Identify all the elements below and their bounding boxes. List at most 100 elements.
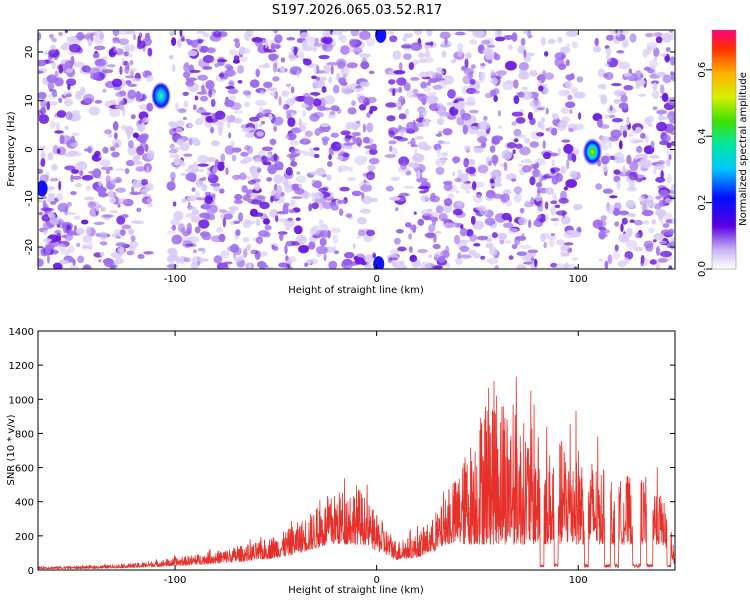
speckle bbox=[93, 36, 104, 45]
spectrogram-y-ticks: -20 -10 0 10 20 bbox=[24, 46, 675, 255]
speckle bbox=[348, 38, 358, 47]
speckle bbox=[40, 207, 52, 212]
speckle bbox=[242, 236, 250, 243]
speckle bbox=[610, 129, 622, 138]
speckle bbox=[205, 80, 215, 90]
speckle bbox=[490, 69, 495, 75]
speckle bbox=[528, 34, 533, 38]
speckle bbox=[635, 70, 642, 80]
speckle bbox=[399, 192, 410, 197]
speckle bbox=[195, 117, 204, 126]
speckle bbox=[92, 53, 100, 59]
speckle bbox=[569, 109, 573, 114]
snr-frame bbox=[37, 330, 676, 571]
speckle bbox=[385, 102, 397, 108]
speckle bbox=[424, 232, 437, 238]
speckle bbox=[667, 110, 675, 121]
speckle bbox=[58, 31, 63, 37]
speckle bbox=[412, 224, 417, 233]
speckle bbox=[127, 145, 137, 156]
speckle bbox=[267, 87, 277, 92]
speckle bbox=[250, 199, 263, 205]
speckle bbox=[284, 176, 289, 186]
speckle bbox=[464, 58, 469, 69]
speckle bbox=[642, 48, 648, 58]
speckle bbox=[502, 222, 514, 228]
speckle bbox=[185, 172, 197, 182]
speckle bbox=[49, 33, 54, 39]
speckle bbox=[561, 139, 571, 143]
speckle bbox=[66, 36, 79, 43]
speckle bbox=[171, 224, 177, 231]
speckle bbox=[258, 230, 270, 238]
speckle bbox=[191, 187, 196, 192]
speckle bbox=[453, 102, 466, 110]
speckle bbox=[247, 145, 254, 155]
speckle bbox=[661, 92, 669, 102]
speckle bbox=[289, 140, 300, 146]
speckle bbox=[224, 210, 236, 215]
speckle bbox=[313, 68, 317, 74]
speckle bbox=[67, 150, 79, 154]
speckle bbox=[442, 203, 453, 213]
speckle bbox=[636, 145, 643, 153]
speckle bbox=[241, 185, 248, 193]
speckle bbox=[238, 212, 244, 222]
speckle bbox=[314, 197, 327, 204]
speckle bbox=[111, 151, 120, 158]
speckle bbox=[447, 89, 456, 99]
speckle bbox=[425, 56, 434, 64]
speckle bbox=[212, 166, 218, 174]
speckle bbox=[413, 126, 419, 132]
speckle bbox=[217, 126, 223, 136]
speckle bbox=[190, 215, 201, 223]
speckle bbox=[318, 55, 330, 60]
speckle bbox=[233, 110, 244, 114]
speckle bbox=[504, 239, 512, 245]
speckle bbox=[466, 189, 471, 194]
speckle bbox=[187, 206, 197, 210]
speckle bbox=[537, 214, 542, 219]
speckle bbox=[513, 193, 522, 203]
speckle bbox=[644, 117, 651, 124]
speckle bbox=[567, 94, 573, 101]
speckle bbox=[609, 30, 617, 35]
speckle bbox=[326, 61, 339, 66]
speckle bbox=[288, 209, 295, 214]
speckle bbox=[604, 63, 610, 67]
speckle bbox=[234, 41, 241, 49]
speckle bbox=[570, 230, 580, 238]
hotspot-0 bbox=[151, 81, 171, 110]
speckle bbox=[48, 60, 54, 64]
speckle bbox=[621, 125, 629, 132]
speckle bbox=[71, 132, 80, 137]
colorbar-label: Normalized spectral amplitude bbox=[738, 72, 749, 226]
speckle bbox=[190, 39, 199, 48]
speckle bbox=[400, 98, 406, 105]
speckle bbox=[198, 45, 209, 53]
speckle bbox=[454, 31, 466, 36]
speckle bbox=[567, 151, 574, 161]
speckle bbox=[308, 151, 316, 157]
speckle bbox=[94, 150, 101, 158]
speckle bbox=[235, 229, 241, 237]
speckle bbox=[385, 185, 394, 192]
speckle bbox=[571, 41, 579, 49]
speckle bbox=[618, 61, 631, 70]
speckle bbox=[400, 162, 407, 170]
hotspot-1 bbox=[582, 137, 603, 166]
speckle bbox=[660, 84, 665, 94]
speckle bbox=[475, 205, 486, 212]
speckle bbox=[183, 71, 191, 79]
speckle bbox=[521, 165, 532, 173]
speckle bbox=[272, 76, 280, 82]
speckle bbox=[536, 107, 545, 111]
speckle bbox=[43, 238, 52, 243]
speckle bbox=[606, 204, 615, 215]
speckle bbox=[255, 99, 267, 107]
hotspot-4 bbox=[38, 180, 48, 197]
speckle bbox=[117, 204, 121, 208]
speckle bbox=[571, 152, 577, 163]
